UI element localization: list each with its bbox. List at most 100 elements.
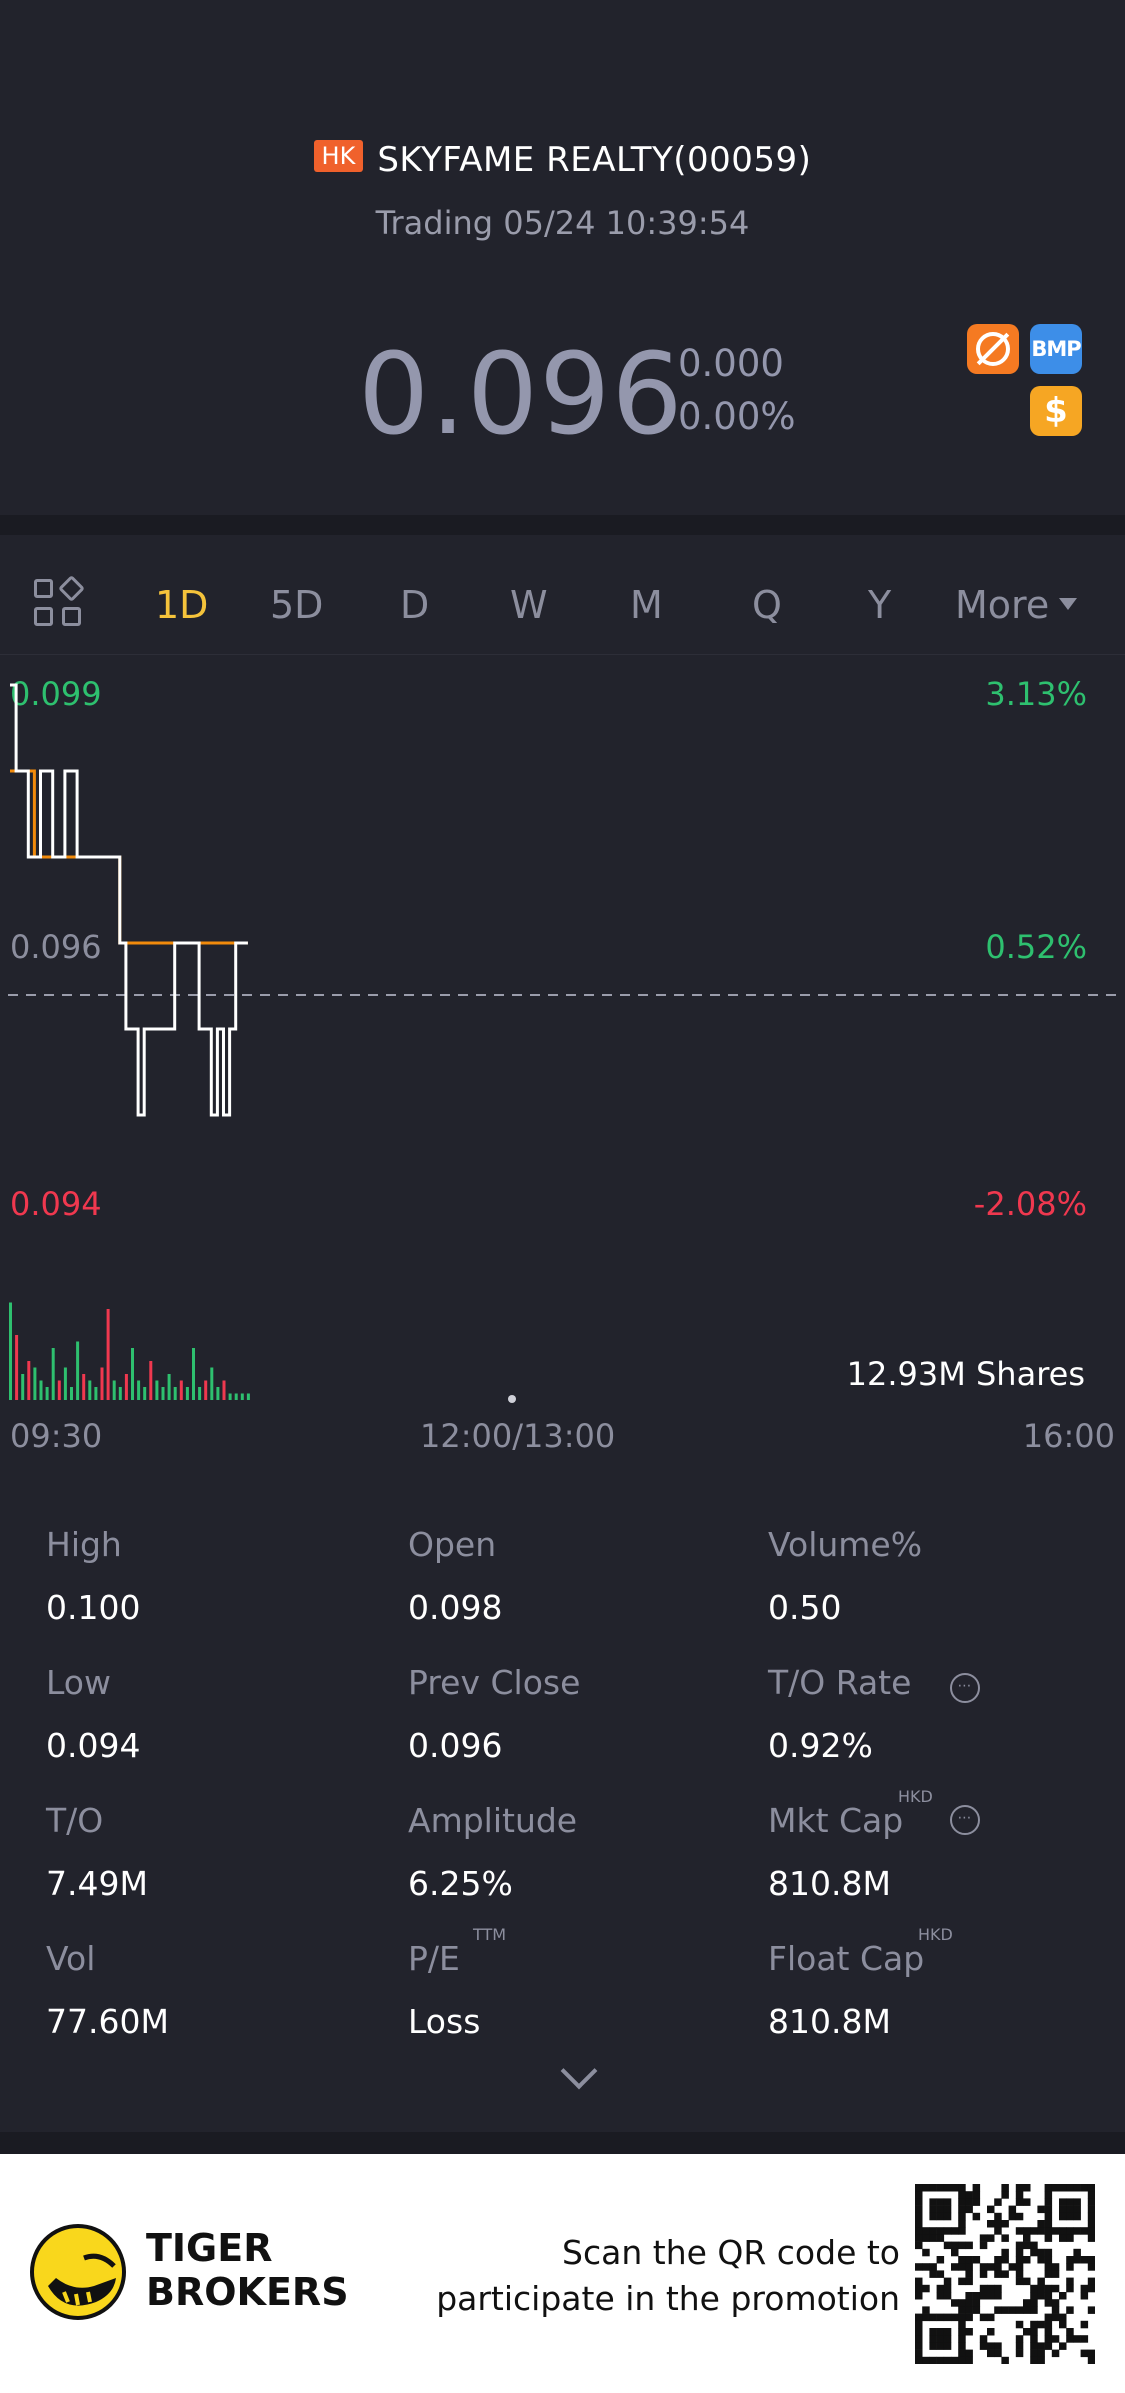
qr-module — [972, 2292, 981, 2300]
tab-y[interactable]: Y — [868, 583, 892, 627]
qr-module — [1037, 2342, 1045, 2350]
qr-module — [1051, 2227, 1060, 2235]
qr-module — [1051, 2270, 1060, 2278]
qr-module — [958, 2299, 966, 2307]
brand-name: TIGER BROKERS — [146, 2226, 349, 2314]
qr-module — [1044, 2234, 1053, 2242]
qr-module — [994, 2227, 1002, 2235]
qr-module — [1037, 2320, 1045, 2329]
intraday-chart[interactable]: 0.099 0.096 0.094 3.13% 0.52% -2.08% 12.… — [0, 655, 1125, 1455]
qr-module — [1080, 2184, 1089, 2192]
qr-module — [936, 2234, 945, 2242]
volume-bars — [9, 1302, 250, 1400]
qr-module — [929, 2335, 937, 2343]
qr-module — [1087, 2277, 1095, 2286]
qr-module — [1080, 2349, 1089, 2358]
tab-1d[interactable]: 1D — [155, 583, 209, 627]
qr-module — [943, 2292, 952, 2300]
qr-module — [922, 2306, 930, 2314]
qr-module — [951, 2356, 959, 2364]
stat-prev-close: Prev Close 0.096 — [408, 1663, 581, 1765]
expand-stats-chevron-icon[interactable] — [560, 2052, 598, 2090]
qr-module — [1015, 2335, 1024, 2343]
qr-module — [951, 2184, 959, 2192]
qr-code-icon[interactable] — [915, 2184, 1095, 2364]
qr-module — [972, 2191, 981, 2199]
more-label: More — [955, 583, 1050, 627]
qr-module — [958, 2349, 966, 2358]
qr-module — [915, 2205, 923, 2214]
price-change: 0.000 — [678, 342, 784, 385]
qr-module — [951, 2299, 959, 2307]
tab-w[interactable]: W — [510, 583, 548, 627]
qr-module — [915, 2284, 923, 2293]
qr-module — [1023, 2234, 1031, 2242]
grid-layout-icon[interactable] — [34, 575, 85, 629]
qr-module — [1066, 2306, 1074, 2314]
tab-5d[interactable]: 5D — [270, 583, 324, 627]
price-change-pct: 0.00% — [678, 395, 796, 438]
volume-bar — [222, 1380, 226, 1400]
qr-module — [994, 2342, 1002, 2350]
tab-m[interactable]: M — [630, 583, 663, 627]
qr-module — [1037, 2277, 1045, 2286]
volume-total-label: 12.93M Shares — [846, 1355, 1085, 1393]
midday-marker — [508, 1395, 516, 1403]
tab-d[interactable]: D — [400, 583, 430, 627]
qr-module — [1001, 2306, 1009, 2314]
qr-module — [1037, 2284, 1045, 2293]
qr-module — [1080, 2292, 1089, 2300]
qr-module — [1023, 2306, 1031, 2314]
qr-module — [915, 2191, 923, 2199]
tab-q[interactable]: Q — [752, 583, 782, 627]
qr-module — [994, 2220, 1002, 2228]
qr-module — [1066, 2335, 1074, 2343]
y-left-mid: 0.096 — [10, 928, 102, 966]
no-shorting-icon[interactable] — [967, 324, 1019, 374]
qr-module — [994, 2270, 1002, 2278]
y-left-low: 0.094 — [10, 1185, 102, 1223]
chart-period-tabs: 1D 5D D W M Q Y More — [0, 535, 1125, 655]
qr-module — [958, 2335, 966, 2343]
qr-module — [958, 2277, 966, 2286]
qr-module — [994, 2256, 1002, 2264]
bmp-icon[interactable]: BMP — [1030, 324, 1082, 374]
volume-bar — [167, 1374, 171, 1400]
more-periods-dropdown[interactable]: More — [955, 583, 1078, 627]
dollar-icon[interactable]: $ — [1030, 386, 1082, 436]
qr-module — [972, 2299, 981, 2307]
qr-module — [1087, 2227, 1095, 2235]
qr-module — [979, 2284, 988, 2293]
stock-name[interactable]: SKYFAME REALTY(00059) — [377, 140, 812, 180]
qr-module — [936, 2198, 945, 2206]
qr-module — [1030, 2292, 1038, 2300]
mkt-cap-info-icon[interactable]: ⋯ — [950, 1805, 980, 1835]
mkt-cap-unit: HKD — [898, 1787, 933, 1806]
qr-module — [943, 2284, 952, 2293]
qr-module — [979, 2241, 988, 2250]
qr-module — [1073, 2184, 1081, 2192]
volume-bar — [173, 1387, 177, 1400]
qr-module — [1044, 2184, 1053, 2192]
to-rate-info-icon[interactable]: ⋯ — [950, 1673, 980, 1703]
qr-module — [1073, 2198, 1081, 2206]
qr-module — [1023, 2256, 1031, 2264]
volume-bar — [82, 1374, 86, 1400]
qr-module — [929, 2234, 937, 2242]
qr-module — [1080, 2284, 1089, 2293]
volume-bar — [204, 1380, 208, 1400]
qr-module — [1044, 2256, 1053, 2264]
qr-module — [929, 2198, 937, 2206]
qr-module — [965, 2292, 973, 2300]
qr-module — [1030, 2328, 1038, 2336]
qr-module — [915, 2320, 923, 2329]
qr-module — [1030, 2299, 1038, 2307]
stat-volume-pct: Volume% 0.50 — [768, 1525, 923, 1627]
stat-open: Open 0.098 — [408, 1525, 503, 1627]
volume-bar — [228, 1393, 232, 1400]
volume-bar — [21, 1374, 25, 1400]
qr-module — [1001, 2234, 1009, 2242]
qr-module — [1051, 2299, 1060, 2307]
qr-module — [965, 2277, 973, 2286]
qr-module — [1066, 2227, 1074, 2235]
